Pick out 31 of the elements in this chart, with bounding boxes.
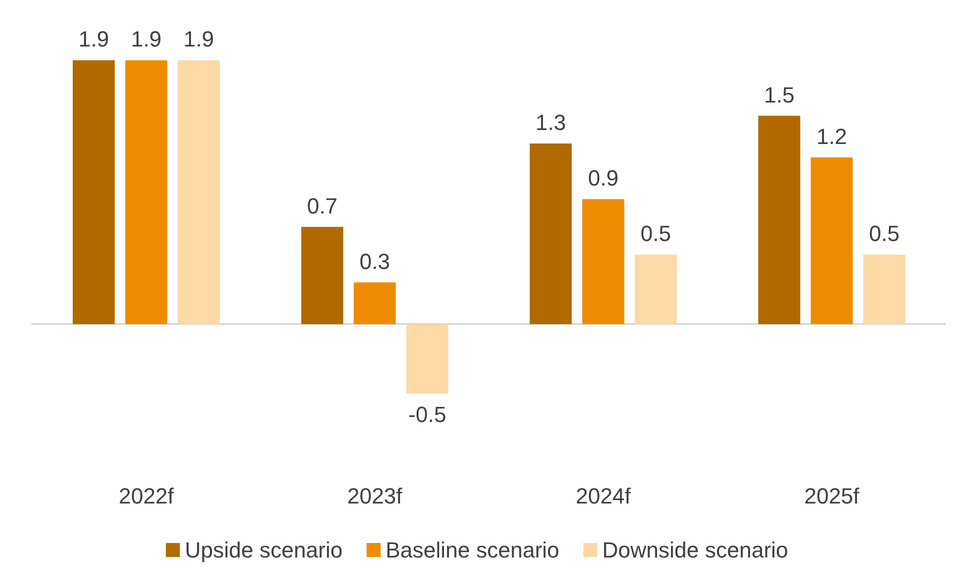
bar	[125, 60, 168, 324]
data-label: 1.2	[816, 124, 848, 149]
data-label: 0.9	[588, 166, 619, 191]
bar	[354, 282, 396, 324]
data-label: 0.7	[306, 193, 338, 218]
data-label: 1.9	[78, 26, 110, 52]
data-label: 1.5	[764, 82, 795, 108]
data-label: 0.5	[640, 221, 672, 246]
data-label: 1.9	[183, 26, 214, 52]
x-tick-label: 2025f	[804, 484, 860, 508]
bar	[178, 60, 220, 324]
data-label: 0.3	[359, 248, 390, 274]
bar	[406, 324, 448, 394]
legend-label: Baseline scenario	[386, 538, 560, 562]
bar	[810, 157, 853, 324]
x-tick-label: 2022f	[118, 484, 175, 508]
x-tick-label: 2024f	[576, 484, 632, 508]
bar	[863, 254, 906, 324]
x-tick-label: 2023f	[347, 484, 404, 508]
bar	[758, 116, 800, 324]
bar	[634, 254, 677, 324]
legend-label: Upside scenario	[184, 538, 343, 562]
bar	[301, 226, 344, 324]
data-label: 1.3	[535, 110, 566, 136]
legend-label: Downside scenario	[602, 538, 788, 562]
bar	[582, 199, 624, 324]
bar	[72, 60, 115, 324]
bar	[530, 144, 572, 324]
data-label: 1.9	[130, 26, 162, 52]
data-label: -0.5	[408, 402, 446, 428]
data-label: 0.5	[868, 221, 900, 246]
